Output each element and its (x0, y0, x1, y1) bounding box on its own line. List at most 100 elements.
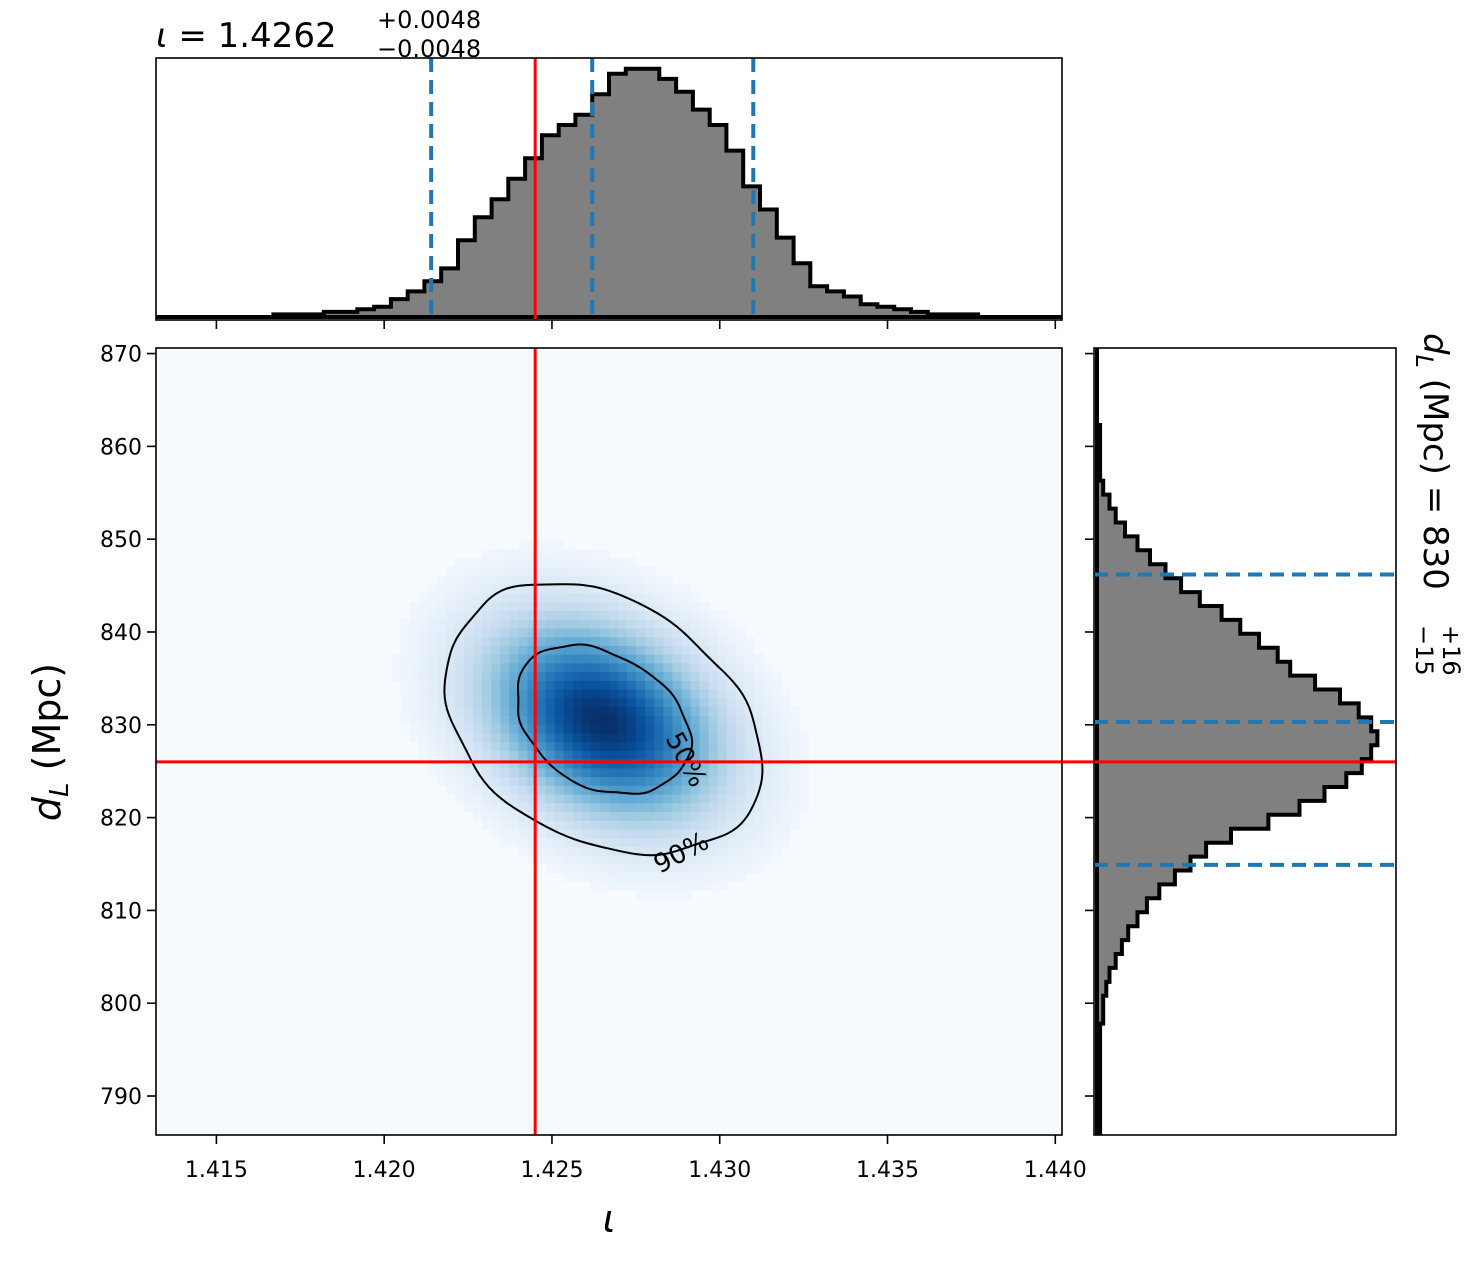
heatmap-cell (663, 785, 674, 795)
y-marginal-ticks (1085, 352, 1094, 1097)
heatmap-cell (663, 689, 674, 699)
heatmap-cell (753, 828, 764, 839)
heatmap-cell (536, 706, 547, 716)
heatmap-cell (563, 855, 574, 865)
heatmap-cell (735, 837, 746, 848)
x-axis-label: ι (603, 1197, 616, 1241)
heatmap-cell (454, 706, 465, 716)
heatmap-cell (527, 549, 538, 559)
heatmap-cell (654, 662, 664, 673)
heatmap-cell (717, 793, 728, 804)
heatmap-cell (473, 610, 483, 620)
heatmap-cell (672, 890, 683, 900)
heatmap-cell (609, 627, 619, 638)
heatmap-cell (663, 890, 674, 900)
heatmap-cell (473, 724, 483, 734)
heatmap-cell (454, 776, 465, 786)
heatmap-cell (618, 671, 628, 681)
heatmap-cell (445, 584, 456, 594)
heatmap-cell (400, 619, 411, 629)
heatmap-cell (609, 811, 619, 821)
heatmap-cell (400, 715, 411, 725)
y-summary-minus: −15 (1410, 625, 1438, 676)
heatmap-cell (454, 575, 465, 585)
heatmap-cell (545, 750, 556, 760)
heatmap-cell (609, 715, 619, 725)
heatmap-cell (726, 732, 737, 743)
heatmap-cell (645, 811, 655, 821)
heatmap-cell (609, 671, 619, 681)
heatmap-cell (518, 811, 529, 821)
heatmap-cell (563, 549, 574, 559)
heatmap-cell (581, 636, 592, 646)
heatmap-cell (618, 706, 628, 716)
heatmap-cell (536, 689, 547, 699)
heatmap-cell (645, 785, 655, 795)
heatmap-cell (781, 732, 791, 743)
heatmap-cell (799, 741, 809, 751)
y-tick-label: 810 (100, 899, 142, 924)
heatmap-cell (654, 592, 664, 603)
heatmap-cell (409, 732, 420, 743)
heatmap-cell (509, 785, 519, 795)
heatmap-cell (545, 776, 556, 786)
heatmap-cell (491, 697, 501, 708)
heatmap-cell (581, 724, 592, 734)
heatmap-cell (717, 627, 728, 638)
heatmap-cell (663, 610, 674, 620)
heatmap-cell (427, 654, 438, 664)
heatmap-cell (609, 575, 619, 585)
heatmap-cell (599, 566, 610, 576)
heatmap-cell (572, 741, 583, 751)
heatmap-cell (681, 592, 692, 603)
heatmap-cell (690, 811, 701, 821)
heatmap-cell (735, 846, 746, 856)
heatmap-cell (454, 697, 465, 708)
heatmap-cell (536, 566, 547, 576)
heatmap-cell (672, 689, 683, 699)
heatmap-cell (590, 627, 601, 638)
heatmap-cell (464, 758, 474, 769)
heatmap-cell (609, 557, 619, 568)
heatmap-cell (735, 872, 746, 883)
heatmap-cell (753, 680, 764, 690)
heatmap-cell (581, 654, 592, 664)
heatmap-cell (482, 724, 492, 734)
heatmap-cell (391, 662, 402, 673)
heatmap-cell (726, 671, 737, 681)
heatmap-cell (572, 767, 583, 778)
heatmap-cell (518, 793, 529, 804)
heatmap-cell (654, 636, 664, 646)
heatmap-cell (527, 540, 538, 550)
heatmap-cell (427, 706, 438, 716)
heatmap-cell (599, 706, 610, 716)
heatmap-cell (536, 785, 547, 795)
heatmap-cell (491, 776, 501, 786)
heatmap-cell (636, 785, 646, 795)
heatmap-cell (726, 741, 737, 751)
heatmap-cell (699, 689, 710, 699)
heatmap-cell (627, 881, 637, 891)
heatmap-cell (690, 872, 701, 883)
heatmap-cell (554, 724, 565, 734)
heatmap-cell (473, 592, 483, 603)
heatmap-cell (708, 645, 719, 655)
heatmap-cell (464, 662, 474, 673)
heatmap-cell (672, 645, 683, 655)
heatmap-cell (590, 750, 601, 760)
heatmap-cell (436, 724, 447, 734)
heatmap-cell (491, 802, 501, 813)
heatmap-cell (699, 863, 710, 874)
heatmap-cell (527, 785, 538, 795)
heatmap-cell (464, 619, 474, 629)
heatmap-cell (500, 645, 510, 655)
heatmap-cell (482, 820, 492, 830)
heatmap-cell (563, 828, 574, 839)
heatmap-cell (436, 776, 447, 786)
heatmap-cell (554, 811, 565, 821)
heatmap-cell (445, 575, 456, 585)
heatmap-cell (482, 619, 492, 629)
heatmap-cell (491, 654, 501, 664)
heatmap-cell (681, 662, 692, 673)
heatmap-cell (599, 689, 610, 699)
